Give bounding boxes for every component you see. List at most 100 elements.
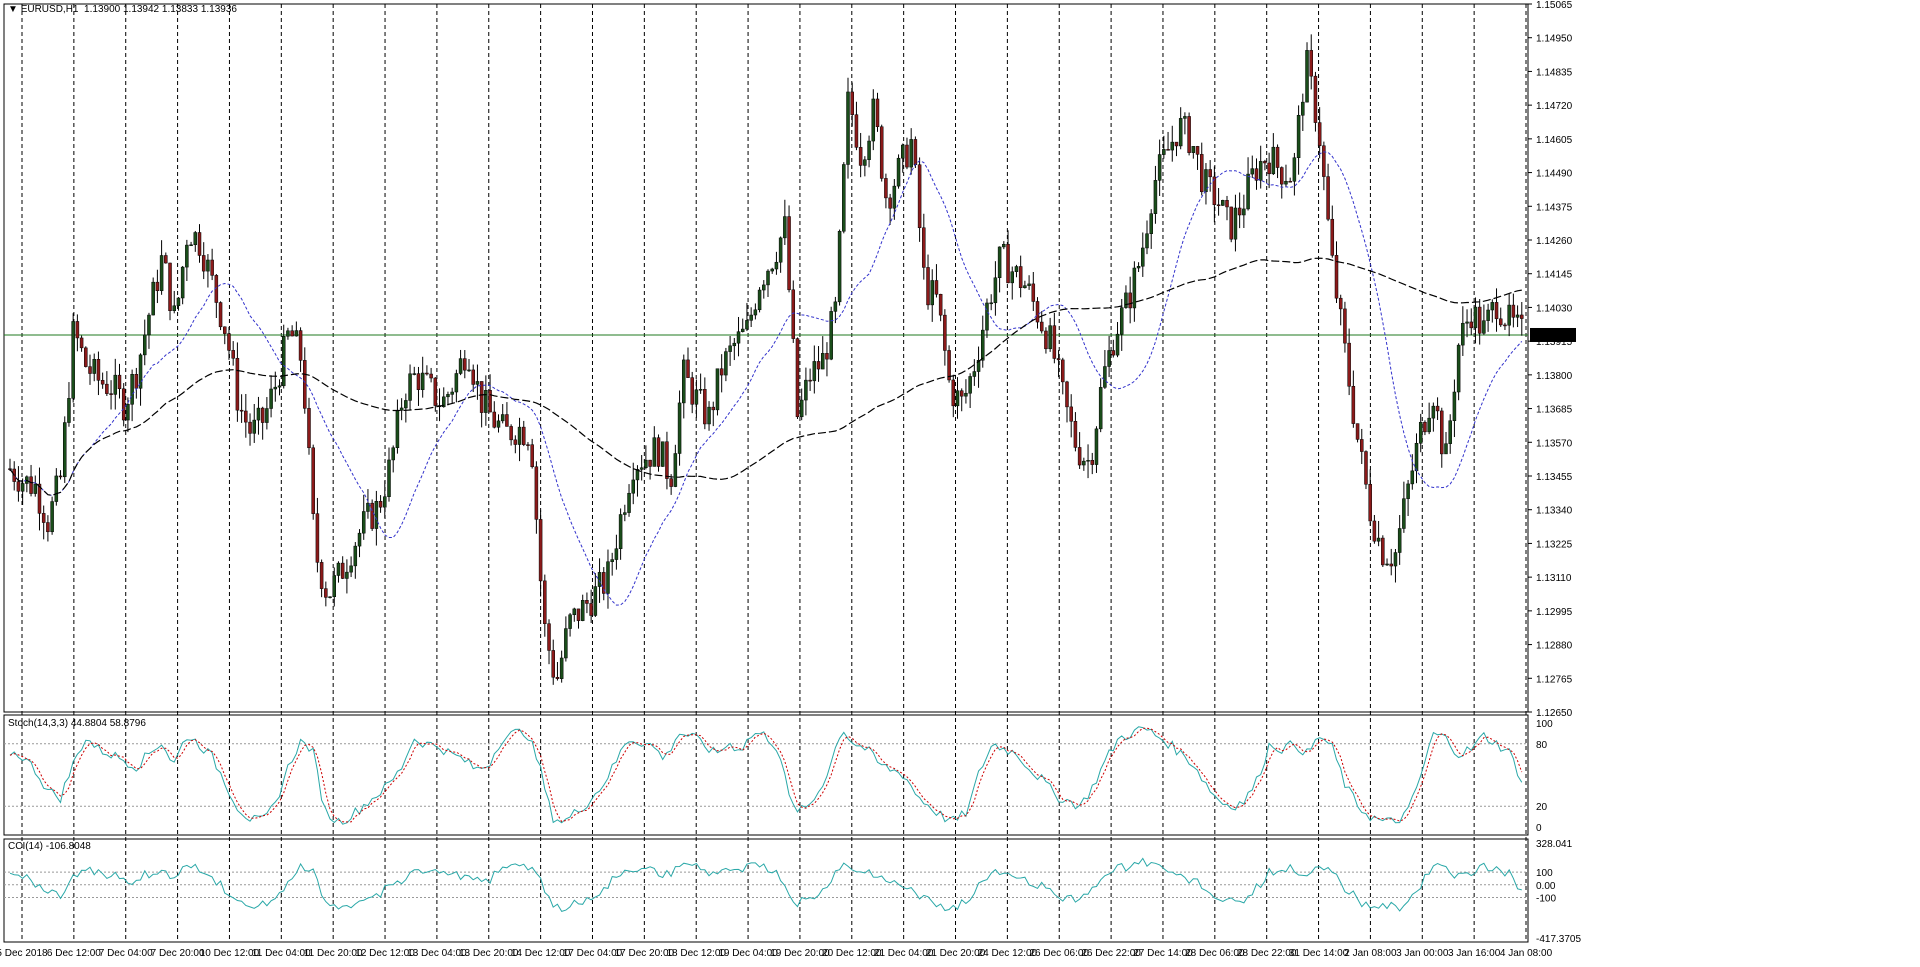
candle-bear [1343,308,1347,344]
candle-bear [429,373,433,379]
candle-bull [1103,366,1107,388]
candle-bear [1498,318,1503,326]
candle-bull [1027,283,1031,286]
candle-bull [1115,333,1120,356]
candle-bear [526,444,530,446]
price-tick-label: 1.13225 [1536,539,1573,550]
candle-bull [1014,266,1019,272]
candle-bear [197,232,202,256]
candle-bull [1490,302,1495,311]
bid-label-box [1530,327,1576,342]
candle-bear [164,255,168,264]
candle-bull [408,373,412,401]
candle-bear [1381,537,1385,566]
candle-bear [1090,460,1095,465]
candle-bull [1414,442,1419,472]
candle-bull [559,657,564,679]
time-tick-label: 4 Jan 08:00 [1500,948,1553,959]
cci-axis-label: 0.00 [1536,881,1556,892]
candle-bull [67,398,71,423]
candle-bear [547,623,551,651]
candle-bull [804,379,808,401]
candle-bull [1023,285,1027,289]
price-tick-label: 1.14950 [1536,34,1573,45]
candle-bull [374,501,379,529]
candle-bear [543,580,547,624]
candle-bull [328,596,332,598]
candle-bull [1486,309,1490,321]
candle-bull [185,244,189,268]
candle-bear [522,426,526,445]
candle-bull [126,404,130,421]
time-tick-label: 19 Dec 20:00 [770,948,830,959]
candle-bear [1368,484,1372,522]
candle-bear [1275,146,1280,168]
candle-bull [682,359,686,404]
candle-bull [976,360,981,372]
candle-bull [597,572,602,587]
candle-bear [513,439,518,445]
time-tick-label: 26 Dec 06:00 [1029,948,1089,959]
candle-bear [703,389,707,425]
candle-bull [92,359,96,374]
collapse-triangle-icon[interactable]: ▼ [8,4,18,15]
price-tick-label: 1.13800 [1536,371,1573,382]
candle-bull [151,281,155,316]
candle-bull [496,420,501,428]
candle-bear [100,380,105,385]
candle-bull [732,342,737,347]
candle-bull [1418,421,1423,444]
price-tick-label: 1.13340 [1536,506,1573,517]
candle-bull [1183,116,1187,119]
time-tick-label: 2 Jan 08:00 [1344,948,1397,959]
candle-bear [816,361,821,370]
candle-bear [711,406,716,411]
time-tick-label: 21 Dec 04:00 [874,948,934,959]
candle-bull [1385,563,1389,566]
candle-bear [951,379,956,407]
candle-bear [117,374,122,390]
time-tick-label: 10 Dec 12:00 [200,948,260,959]
candle-bear [479,381,484,413]
candle-bull [812,361,817,382]
candle-bull [332,575,337,597]
candle-bull [454,373,459,393]
candle-bear [1503,324,1507,327]
candle-bull [1242,208,1246,216]
candle-bear [96,359,101,381]
candle-bear [858,147,863,166]
time-tick-label: 7 Dec 04:00 [99,948,153,959]
candle-bull [753,309,758,316]
stoch-axis-label: 0 [1536,823,1542,834]
candle-bull [353,545,358,567]
price-tick-label: 1.14720 [1536,101,1573,112]
symbol-label: EURUSD,H1 [20,4,79,15]
candle-bull [1221,200,1225,206]
candle-bull [1086,460,1090,462]
candle-bull [404,400,408,409]
candle-bear [791,289,796,339]
candle-bear [155,281,160,292]
candle-bull [345,571,349,579]
candle-bear [1065,381,1069,408]
time-tick-label: 3 Jan 00:00 [1396,948,1449,959]
cci-axis-label: 328.041 [1536,839,1573,850]
candle-bull [770,268,774,272]
time-tick-label: 28 Dec 22:00 [1237,948,1297,959]
time-tick-label: 6 Dec 12:00 [47,948,101,959]
candle-bull [660,441,665,467]
candle-bull [252,419,256,434]
candle-bull [113,374,118,395]
candle-bear [1317,122,1322,147]
candle-bull [989,302,993,305]
stoch-main-line [9,726,1523,825]
candle-bull [206,259,210,272]
candle-bull [1136,266,1141,269]
candle-bear [134,374,139,389]
candle-bull [500,414,505,422]
candle-bull [757,289,762,311]
candle-bear [825,353,829,360]
time-tick-label: 5 Dec 2018 [0,948,48,959]
candle-bull [1124,292,1128,308]
